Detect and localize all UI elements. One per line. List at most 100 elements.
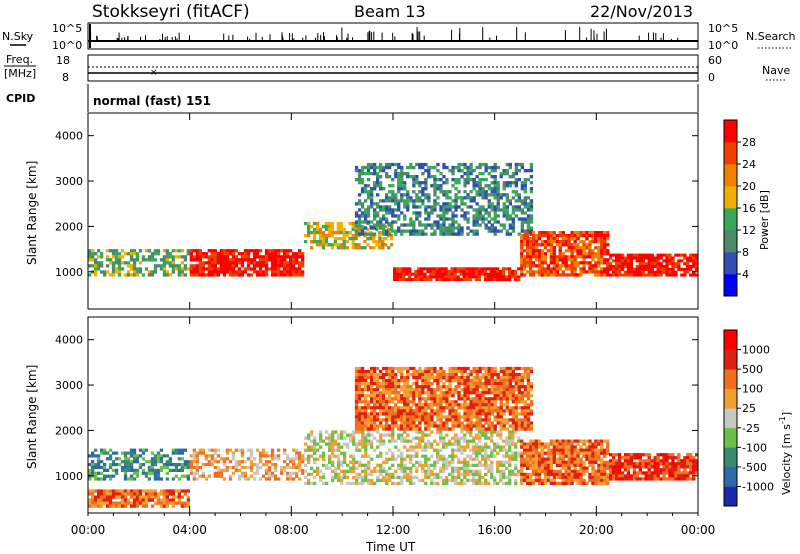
power-cell <box>315 231 320 235</box>
power-cell <box>641 273 645 277</box>
power-cell <box>486 272 491 276</box>
power-cell <box>588 246 592 250</box>
velocity-cell <box>430 388 434 392</box>
velocity-cell <box>366 421 371 425</box>
power-cell <box>105 258 110 262</box>
power-cell <box>635 259 639 263</box>
velocity-cell <box>564 472 568 477</box>
power-cell <box>396 278 400 282</box>
velocity-cell <box>526 475 530 480</box>
power-cell <box>225 255 230 259</box>
power-cell <box>366 193 371 197</box>
power-cell <box>502 193 506 197</box>
velocity-cell <box>445 445 449 449</box>
velocity-cell <box>487 388 491 392</box>
velocity-cell <box>132 448 137 452</box>
power-cell <box>354 220 359 224</box>
velocity-cell <box>478 415 482 419</box>
power-cell <box>552 261 556 265</box>
velocity-cell <box>352 469 356 473</box>
velocity-cell <box>445 415 449 419</box>
velocity-cell <box>463 433 467 437</box>
velocity-cell <box>360 388 365 392</box>
nsearch-tick-top: 10^5 <box>708 22 738 35</box>
power-cell <box>508 272 512 276</box>
velocity-cell <box>484 427 488 431</box>
power-cell <box>573 243 577 247</box>
power-cell <box>603 267 607 271</box>
power-cell <box>576 249 580 253</box>
velocity-cell <box>537 478 542 483</box>
velocity-cell <box>534 448 539 452</box>
velocity-cell <box>466 412 470 416</box>
velocity-cell <box>499 412 503 416</box>
velocity-cell <box>298 477 302 481</box>
velocity-cell <box>331 454 335 458</box>
velocity-cell <box>445 385 449 389</box>
power-cell <box>150 255 155 259</box>
velocity-cell <box>252 457 257 461</box>
velocity-cell <box>354 394 359 398</box>
velocity-cell <box>442 415 446 419</box>
power-cell <box>474 267 478 271</box>
velocity-cell <box>451 466 455 470</box>
velocity-cell <box>373 382 377 386</box>
velocity-cell <box>135 457 140 461</box>
velocity-cell <box>418 478 422 483</box>
power-cell <box>246 261 251 265</box>
power-cell <box>234 261 239 265</box>
power-cell <box>457 229 461 233</box>
velocity-cell <box>88 492 92 496</box>
velocity-cell <box>174 501 178 505</box>
velocity-cell <box>424 454 428 458</box>
velocity-cell <box>543 466 548 470</box>
velocity-cell <box>138 495 143 499</box>
velocity-cell <box>376 376 380 380</box>
velocity-cell <box>391 391 395 395</box>
power-cell <box>448 223 452 227</box>
velocity-cell <box>94 495 98 499</box>
power-cell <box>132 267 137 271</box>
velocity-cell <box>508 391 512 395</box>
power-cell <box>490 229 494 233</box>
power-cell <box>493 211 497 215</box>
velocity-cell <box>388 366 392 371</box>
velocity-cell <box>354 409 359 413</box>
velocity-cell <box>388 415 392 419</box>
velocity-cell <box>418 376 422 380</box>
power-cell <box>484 217 488 221</box>
velocity-cell <box>546 466 551 470</box>
power-cell <box>597 270 601 274</box>
velocity-cell <box>337 475 341 480</box>
power-cell <box>382 208 386 212</box>
power-cell <box>342 240 346 244</box>
velocity-cell <box>156 498 161 502</box>
velocity-cell <box>493 385 497 389</box>
velocity-cell <box>195 454 199 458</box>
velocity-cell <box>385 406 389 410</box>
velocity-cell <box>195 451 199 455</box>
power-cell <box>222 252 227 256</box>
velocity-cell <box>439 388 443 392</box>
velocity-cell <box>216 474 221 478</box>
power-cell <box>421 199 425 203</box>
power-cell <box>597 264 601 268</box>
velocity-cell <box>576 478 580 483</box>
velocity-cell <box>382 388 386 392</box>
power-cell <box>502 187 506 191</box>
velocity-cell <box>225 451 230 455</box>
velocity-cell <box>334 454 338 458</box>
power-cell <box>582 255 586 259</box>
power-cell <box>94 264 98 268</box>
power-cell <box>564 234 568 238</box>
velocity-cell <box>189 468 193 472</box>
velocity-cell <box>475 481 479 486</box>
power-cell <box>433 205 437 209</box>
power-cell <box>465 267 469 271</box>
power-cell <box>159 258 164 262</box>
velocity-cell <box>442 397 446 401</box>
velocity-cell <box>484 382 488 386</box>
velocity-cell <box>582 481 586 486</box>
velocity-cell <box>391 421 395 425</box>
power-cell <box>582 261 586 265</box>
